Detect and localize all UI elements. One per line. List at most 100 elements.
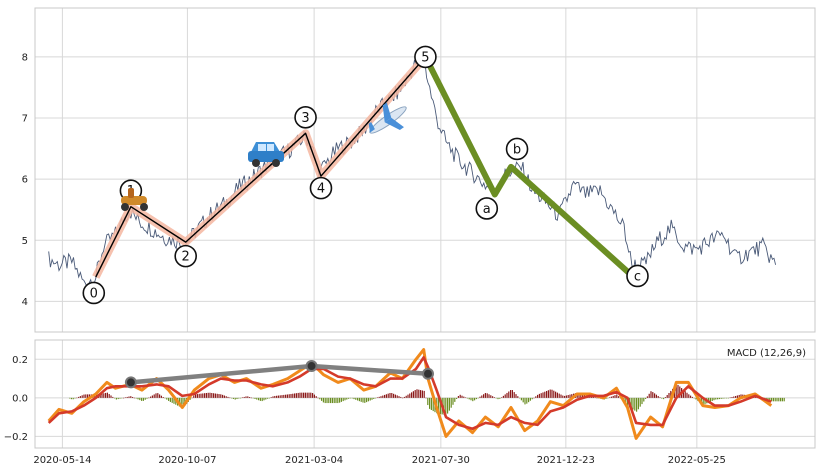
macd-histogram-bar (74, 397, 76, 399)
macd-histogram-bar (87, 394, 89, 398)
macd-histogram-bar (556, 392, 558, 398)
macd-histogram-bar (317, 397, 319, 399)
macd-histogram-bar (610, 396, 612, 398)
macd-histogram-bar (515, 394, 517, 398)
macd-histogram-bar (324, 397, 326, 404)
macd-histogram-bar (238, 397, 240, 399)
macd-histogram-bar (313, 394, 315, 398)
macd-histogram-bar (544, 391, 546, 398)
macd-histogram-bar (416, 389, 418, 398)
macd-histogram-bar (729, 397, 731, 399)
macd-histogram-bar (222, 394, 224, 398)
x-tick-label: 2022-05-25 (668, 455, 726, 466)
macd-histogram-bar (781, 397, 783, 402)
macd-histogram-bar (76, 397, 78, 399)
macd-histogram-bar (166, 397, 168, 400)
macd-histogram-bar (771, 397, 773, 402)
macd-histogram-bar (414, 390, 416, 398)
macd-histogram-bar (250, 397, 252, 399)
wave-label-text: 3 (301, 111, 309, 126)
macd-histogram-bar (387, 393, 389, 398)
macd-histogram-bar (607, 397, 609, 399)
macd-histogram-bar (339, 397, 341, 403)
y-tick-label: 6 (22, 175, 28, 186)
macd-histogram-bar (346, 397, 348, 400)
macd-histogram-bar (411, 392, 413, 398)
macd-histogram-bar (569, 394, 571, 398)
wave-label-text: 0 (90, 286, 98, 301)
macd-histogram-bar (272, 396, 274, 398)
macd-histogram-bar (427, 397, 429, 406)
wave-label-circle (505, 137, 529, 161)
macd-histogram-bar (126, 396, 128, 398)
macd-histogram-bar (443, 397, 445, 415)
macd-histogram-bar (259, 397, 261, 401)
macd-histogram-bar (69, 397, 71, 399)
airplane-icon (368, 102, 407, 134)
macd-histogram-bar (490, 395, 492, 398)
signal-line (47, 356, 772, 431)
wave-label-circle (174, 244, 197, 268)
macd-histogram-bar (402, 397, 404, 399)
macd-histogram-bar (537, 394, 539, 398)
macd-histogram-bar (207, 392, 209, 398)
macd-histogram-bar (693, 397, 695, 399)
car-window (267, 144, 274, 151)
macd-histogram-bar (124, 397, 126, 398)
macd-histogram-bar (713, 397, 715, 401)
macd-histogram-bar (492, 396, 494, 398)
macd-histogram-bar (182, 397, 184, 409)
macd-histogram-bar (403, 396, 405, 398)
macd-histogram-bar (216, 393, 218, 398)
macd-histogram-bar (258, 397, 260, 401)
macd-histogram-bar (605, 397, 607, 399)
wave-label-2: 2 (174, 244, 197, 268)
macd-histogram-bar (393, 393, 395, 398)
macd-histogram-bar (349, 397, 351, 399)
macd-histogram-bar (303, 392, 305, 398)
wave-label-circle (414, 45, 437, 69)
macd-histogram-bar (396, 395, 398, 398)
macd-histogram-bar (162, 397, 164, 398)
macd-histogram-bar (691, 396, 693, 398)
macd-histogram-bar (234, 397, 236, 400)
macd-histogram-bar (702, 397, 704, 405)
macd-histogram-bar (679, 386, 681, 398)
macd-histogram-bar (612, 395, 614, 398)
macd-histogram-bar (560, 394, 562, 398)
macd-histogram-bar (508, 391, 510, 398)
macd-histogram-bar (322, 397, 324, 403)
macd-histogram-bar (769, 397, 771, 401)
macd-histogram-bar (643, 397, 645, 402)
macd-histogram-bar (609, 397, 611, 398)
macd-histogram-bar (119, 397, 121, 399)
macd-histogram-bar (283, 394, 285, 398)
macd-histogram-bar (594, 397, 596, 398)
macd-histogram-bar (502, 395, 504, 398)
macd-histogram-bar (144, 397, 146, 400)
macd-histogram-bar (459, 394, 461, 398)
macd-histogram-bar (286, 394, 288, 398)
macd-histogram-bar (294, 393, 296, 398)
macd-histogram-bar (704, 397, 706, 405)
macd-histogram-bar (677, 384, 679, 398)
wave-label-b: b (505, 137, 529, 161)
macd-histogram-bar (400, 396, 402, 398)
y-tick-label: 8 (22, 52, 28, 63)
macd-histogram-bar (558, 393, 560, 398)
macd-histogram-bar (664, 397, 666, 398)
macd-histogram-bar (265, 397, 267, 400)
macd-histogram-bar (195, 394, 197, 398)
car-icon (248, 142, 284, 167)
macd-histogram-bar (513, 392, 515, 398)
macd-histogram-bar (778, 397, 780, 402)
macd-histogram-bar (675, 384, 677, 398)
macd-histogram-bar (117, 397, 119, 400)
macd-histogram-bar (121, 397, 123, 399)
macd-histogram-bar (511, 390, 513, 398)
macd-histogram-bar (83, 394, 85, 398)
macd-histogram-bar (193, 395, 195, 398)
macd-histogram-bar (232, 397, 234, 399)
macd-histogram-bar (362, 397, 364, 403)
macd-histogram-bar (407, 394, 409, 398)
